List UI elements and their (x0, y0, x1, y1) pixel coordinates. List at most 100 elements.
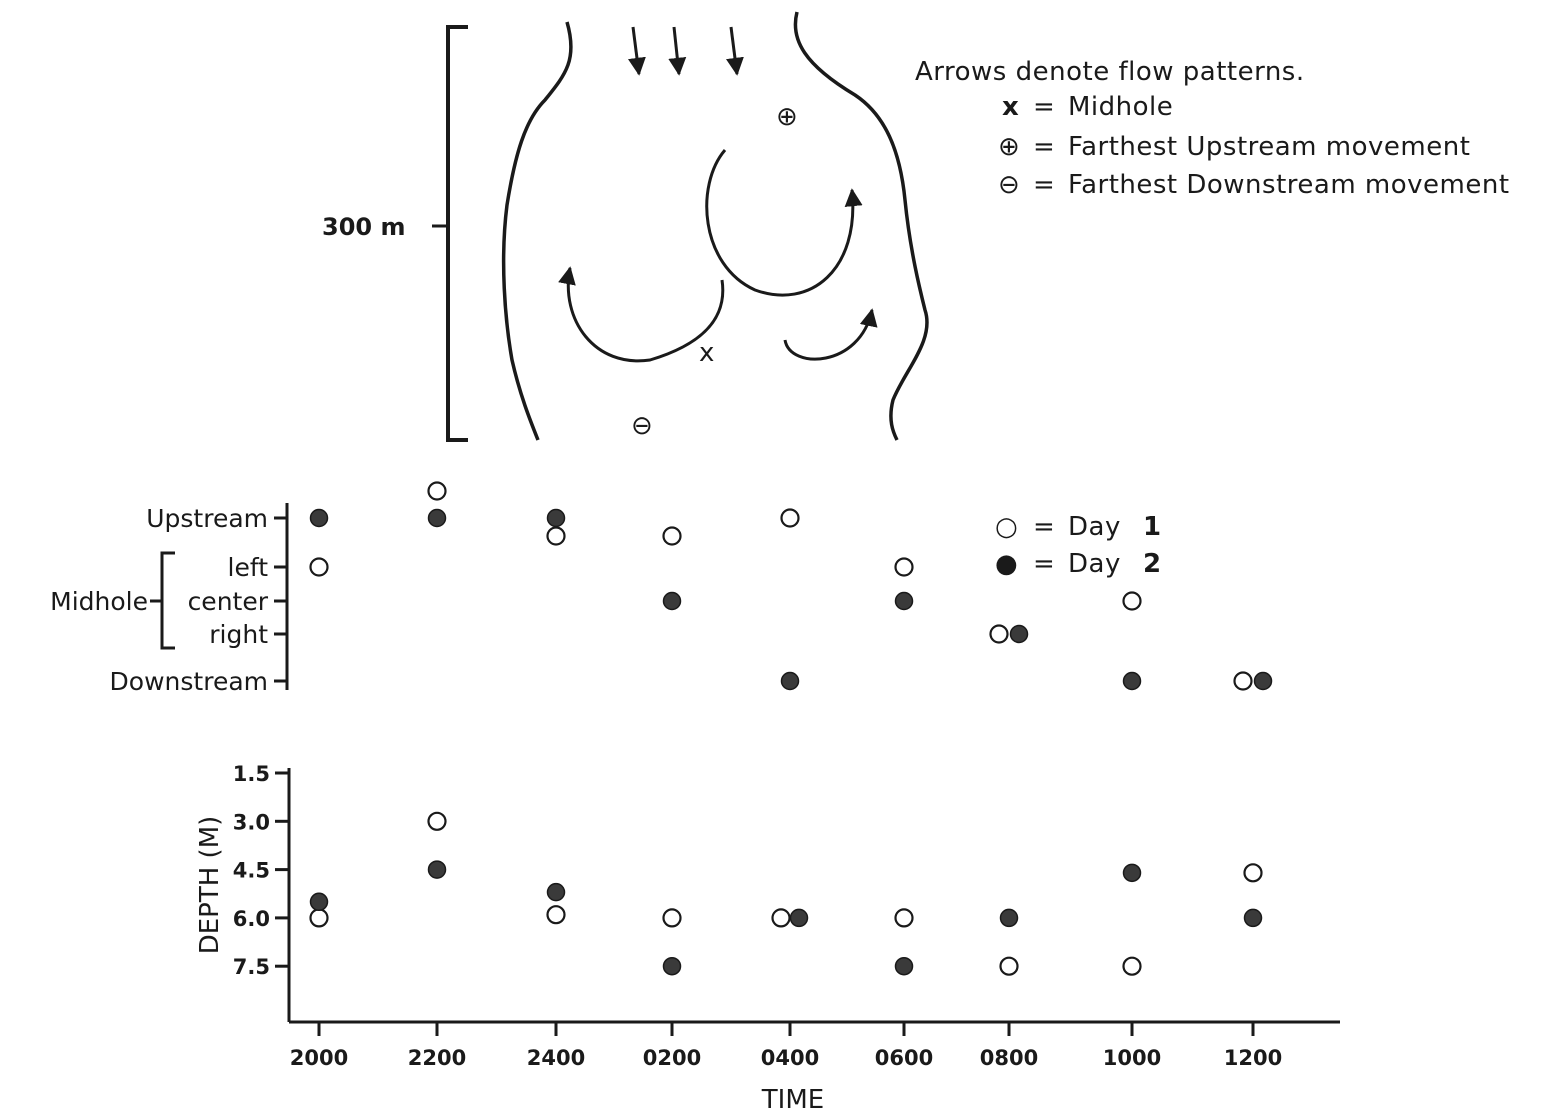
midhole-bracket (150, 551, 175, 650)
day1-depth-point (894, 908, 914, 928)
day1-position-point (1122, 591, 1142, 611)
day2-depth-point (427, 860, 447, 879)
day2-position-point (1009, 624, 1029, 644)
time-tick-label: 0800 (980, 1046, 1038, 1070)
depth-tick-label: 1.5 (233, 762, 270, 786)
time-tick-label: 2200 (408, 1046, 466, 1070)
day1-depth-point (771, 908, 791, 928)
day1-position-point (662, 526, 682, 546)
scale-label: 300 m (322, 213, 405, 241)
time-tick-label: 2000 (290, 1046, 348, 1070)
day-legend-item: ● = Day 2 (995, 549, 1162, 579)
depth-chart: 1.5 3.0 4.5 6.0 7.5 2000 2200 2400 0200 0400 0600… (195, 762, 1340, 1115)
legend-symbol: x (1002, 92, 1019, 122)
upstream-mark: ⊕ (776, 102, 798, 132)
time-tick-label: 2400 (527, 1046, 585, 1070)
position-y-ticks: Upstream left center right Downstream (110, 504, 287, 696)
scale-bracket (446, 25, 468, 442)
day2-position-point (662, 591, 682, 611)
day1-position-point (1233, 671, 1253, 691)
day-legend-item: ○ = Day 1 (995, 512, 1162, 542)
day2-depth-point (662, 956, 682, 976)
legend-equals: = (1033, 512, 1055, 542)
day1-depth-point (1122, 956, 1142, 976)
legend-label: Day (1068, 512, 1121, 542)
day1-depth-point (546, 905, 566, 925)
day1-depth-point (1243, 863, 1263, 883)
day1-position-point (546, 526, 566, 546)
position-tick-label: Upstream (146, 504, 268, 533)
midhole-group-label: Midhole (50, 587, 148, 616)
legend-number: 2 (1143, 549, 1162, 579)
day1-position-point (989, 624, 1009, 644)
time-tick-label: 0400 (761, 1046, 819, 1070)
day1-position-point (309, 557, 329, 577)
day2-position-point (309, 508, 329, 528)
day1-position-point (780, 508, 800, 528)
depth-tick-label: 4.5 (233, 859, 270, 883)
eddy-arrow (705, 149, 863, 297)
day2-depth-point (546, 882, 566, 902)
time-x-ticks: 2000 2200 2400 0200 0400 0600 0800 1000 1200 (290, 1022, 1282, 1070)
day1-position-point (894, 557, 914, 577)
day2-position-point (780, 671, 800, 691)
time-axis-label: TIME (761, 1085, 824, 1115)
diagram-legend-item: x = Midhole (1002, 92, 1173, 122)
day2-depth-point (1243, 908, 1263, 928)
legend-symbol: ⊖ (998, 170, 1020, 200)
day2-depth-point (1122, 863, 1142, 883)
day1-depth-point (427, 811, 447, 831)
day1-depth-point (999, 956, 1019, 976)
position-chart: Upstream left center right Downstream Midhol… (50, 481, 1273, 696)
day2-position-point (894, 591, 914, 611)
diagram-legend-item: ⊕ = Farthest Upstream movement (998, 132, 1470, 162)
legend-equals: = (1033, 132, 1055, 162)
eddy-arrow (783, 308, 878, 361)
legend-label: Midhole (1068, 92, 1173, 122)
depth-tick-label: 7.5 (233, 955, 270, 979)
depth-tick-label: 6.0 (233, 907, 270, 931)
legend-label: Farthest Upstream movement (1068, 132, 1470, 162)
day2-position-point (1122, 671, 1142, 691)
time-tick-label: 0600 (875, 1046, 933, 1070)
legend-label: Farthest Downstream movement (1068, 170, 1510, 200)
day1-depth-point (309, 908, 329, 928)
day-legend: ○ = Day 1 ● = Day 2 (995, 512, 1162, 579)
eddy-arrow (558, 266, 725, 363)
position-tick-label: Downstream (110, 667, 268, 696)
flow-diagram: 300 m x ⊕ ⊖ Arrows denote flow patterns.… (322, 11, 1510, 442)
diagram-legend-title: Arrows denote flow patterns. (915, 57, 1305, 87)
flow-arrow (628, 26, 646, 76)
legend-symbol: ○ (995, 512, 1018, 542)
legend-number: 1 (1143, 512, 1162, 542)
day2-position-point (427, 508, 447, 528)
legend-equals: = (1033, 92, 1055, 122)
depth-points (309, 811, 1263, 976)
day1-depth-point (662, 908, 682, 928)
day2-depth-point (789, 908, 809, 928)
position-tick-label: center (188, 587, 269, 616)
right-bank (793, 11, 929, 441)
legend-symbol: ● (995, 549, 1018, 579)
legend-label: Day (1068, 549, 1121, 579)
day2-depth-point (894, 956, 914, 976)
flow-arrow (668, 26, 687, 76)
position-tick-label: left (228, 553, 269, 582)
time-tick-label: 0200 (643, 1046, 701, 1070)
day2-position-point (546, 508, 566, 528)
legend-symbol: ⊕ (998, 132, 1020, 162)
midhole-mark: x (699, 338, 714, 368)
depth-tick-label: 3.0 (233, 810, 270, 834)
day1-position-point (427, 481, 447, 501)
diagram-legend-item: ⊖ = Farthest Downstream movement (998, 170, 1510, 200)
depth-axis-label: DEPTH (M) (195, 816, 225, 955)
position-tick-label: right (209, 620, 268, 649)
left-bank (501, 21, 573, 441)
time-tick-label: 1200 (1224, 1046, 1282, 1070)
day2-depth-point (309, 892, 329, 912)
downstream-mark: ⊖ (631, 411, 653, 441)
day2-depth-point (999, 908, 1019, 928)
time-tick-label: 1000 (1103, 1046, 1161, 1070)
legend-equals: = (1033, 549, 1055, 579)
